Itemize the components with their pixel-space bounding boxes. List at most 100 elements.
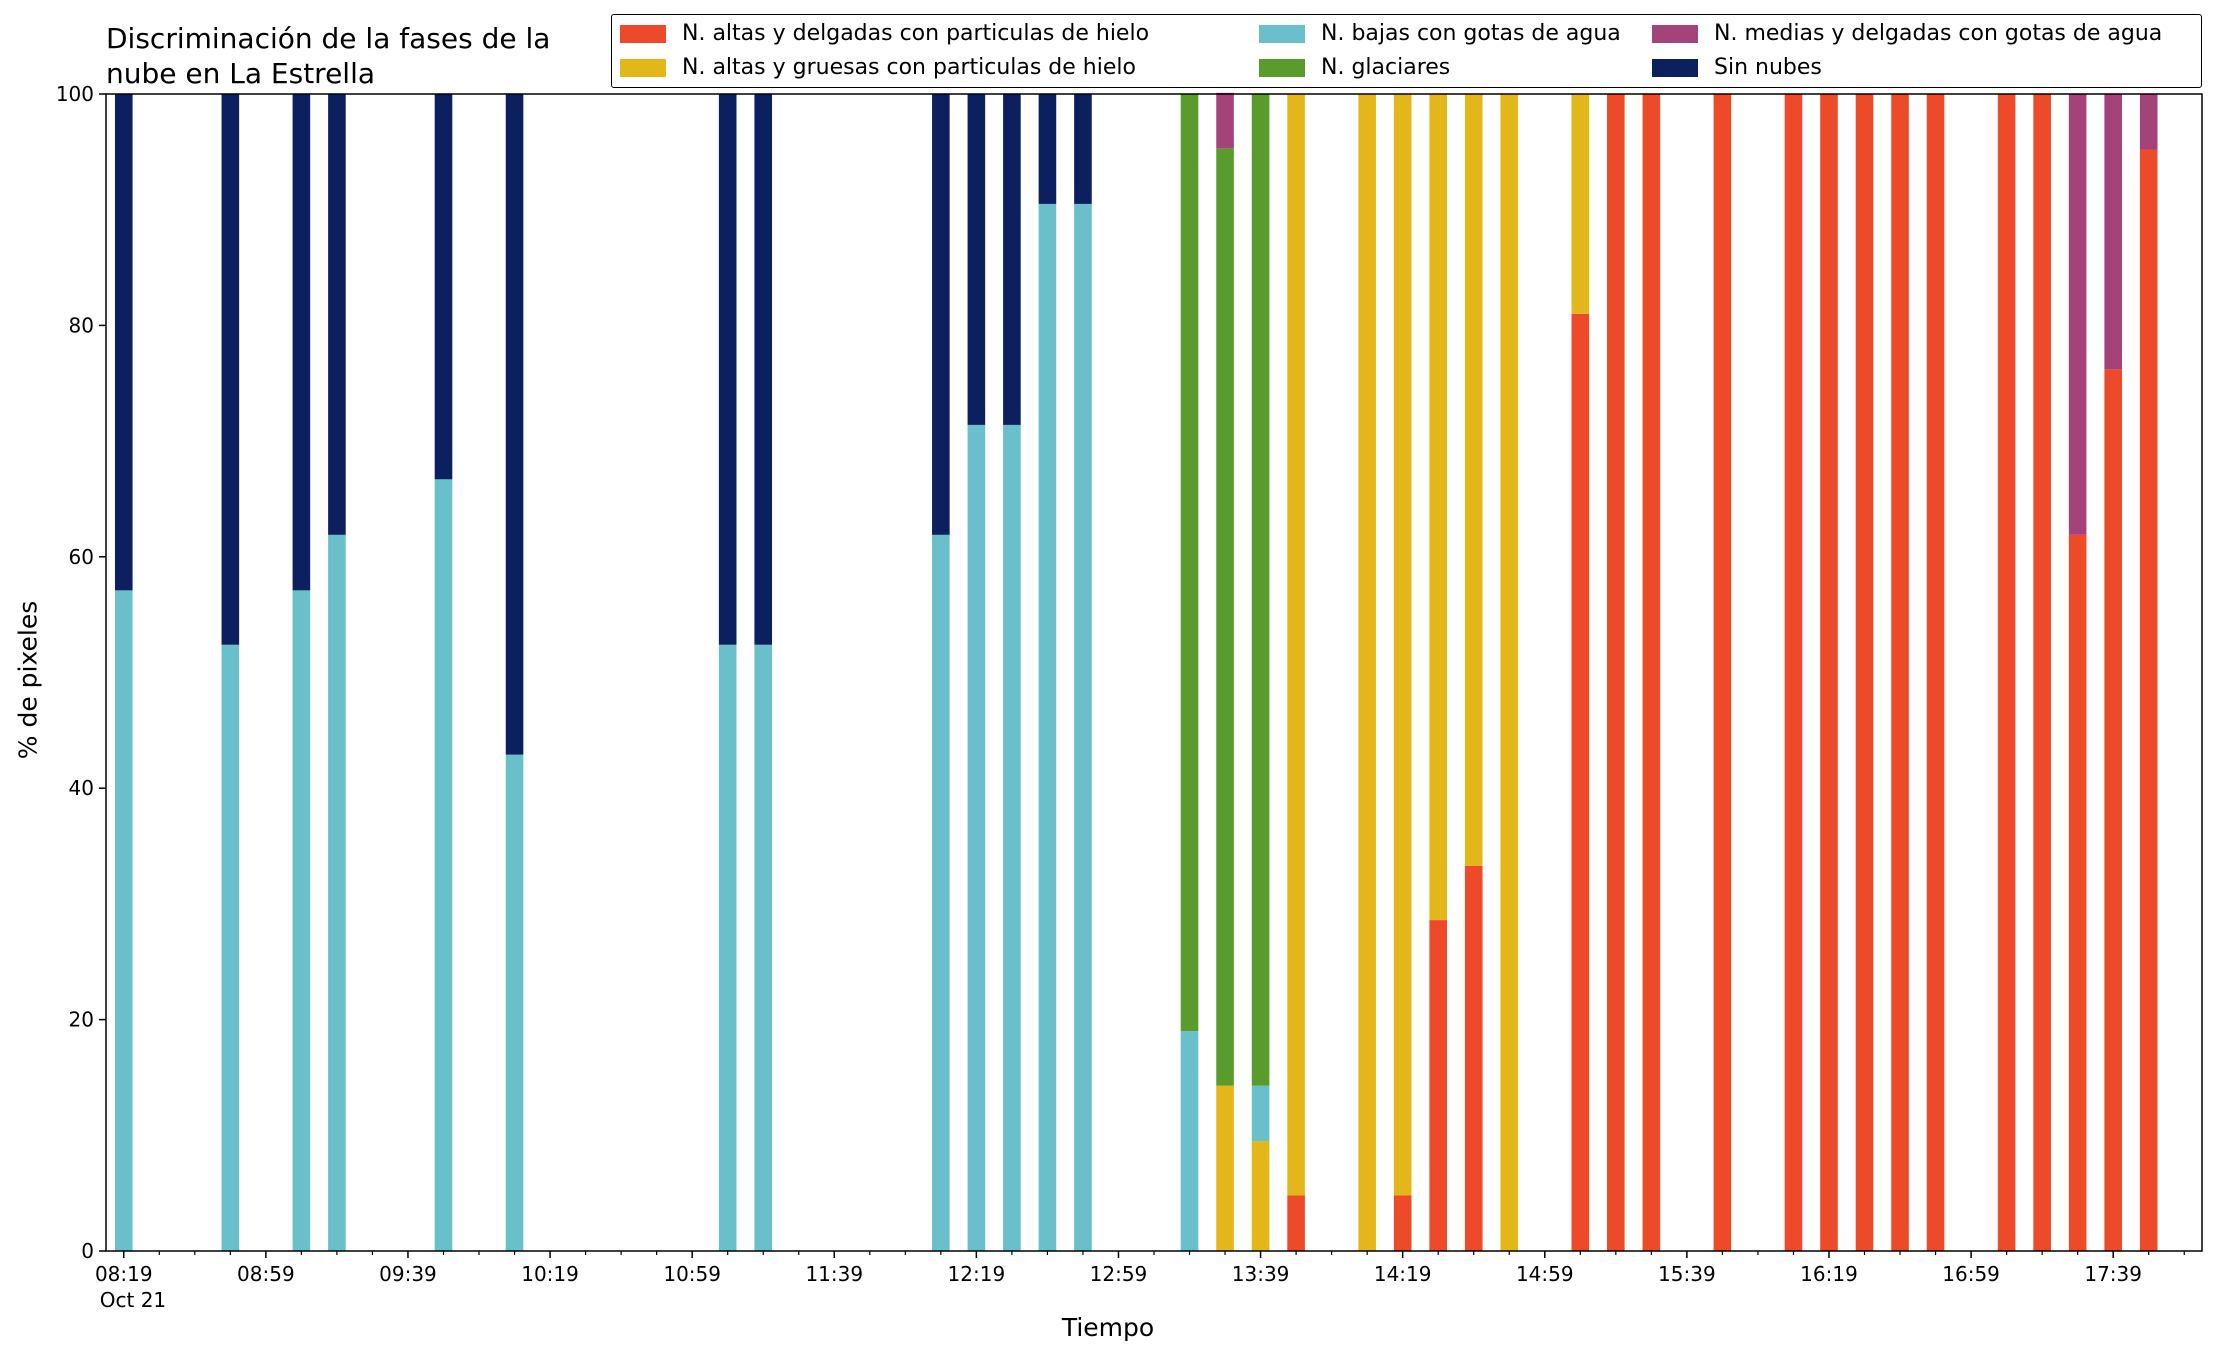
x-tick-label: 12:19 xyxy=(948,1262,1006,1286)
bar-segment-1319-n-bajas-con-gotas-de-agua xyxy=(1180,1031,1199,1251)
legend-label: N. medias y delgadas con gotas de agua xyxy=(1714,21,2163,46)
x-tick-label: 14:19 xyxy=(1374,1262,1432,1286)
legend-swatch xyxy=(1652,58,1698,77)
legend-item-bajas-gotas: N. bajas con gotas de agua xyxy=(1259,21,1621,46)
legend-item-sin-nubes: Sin nubes xyxy=(1652,55,1822,80)
bar-segment-1719-n-altas-y-delgadas-con-particulas-de-hielo xyxy=(2033,94,2051,1251)
x-axis-label: Tiempo xyxy=(1061,1313,1155,1342)
bar-segment-1339-n-glaciares xyxy=(1251,94,1270,1086)
bar-segment-1739-n-medias-y-delgadas-con-gotas-de-agua xyxy=(2104,94,2122,370)
bar-segment-0919-n-bajas-con-gotas-de-agua xyxy=(328,534,346,1251)
legend-item-altas-delgadas: N. altas y delgadas con particulas de hi… xyxy=(620,21,1149,46)
bar-segment-0909-sin-nubes xyxy=(292,94,311,591)
bar-segment-1419-n-altas-y-gruesas-con-particulas-de-hielo xyxy=(1393,94,1412,1196)
chart-legend: N. altas y delgadas con particulas de hi… xyxy=(611,14,2202,88)
bar-segment-1419-n-altas-y-delgadas-con-particulas-de-hielo xyxy=(1393,1195,1412,1251)
legend-item-glaciares: N. glaciares xyxy=(1259,55,1450,80)
x-tick-label: 16:19 xyxy=(1800,1262,1858,1286)
plot-frame xyxy=(105,93,2203,1252)
x-tick-label: 08:19 xyxy=(95,1262,153,1286)
bar-segment-1749-n-medias-y-delgadas-con-gotas-de-agua xyxy=(2139,94,2158,150)
bar-segment-1349-n-altas-y-delgadas-con-particulas-de-hielo xyxy=(1287,1195,1305,1251)
bar-segment-1329-n-medias-y-delgadas-con-gotas-de-agua xyxy=(1216,92,1234,149)
bar-segment-1219-sin-nubes xyxy=(967,94,986,425)
bar-segment-0949-sin-nubes xyxy=(434,94,453,480)
bar-segment-1509-n-altas-y-delgadas-con-particulas-de-hielo xyxy=(1571,313,1590,1252)
legend-swatch xyxy=(620,24,666,43)
x-tick-label: 14:59 xyxy=(1516,1262,1574,1286)
x-tick-label: 08:59 xyxy=(237,1262,295,1286)
bar-segment-1009-sin-nubes xyxy=(505,94,524,755)
legend-swatch xyxy=(620,58,666,77)
bar-segment-1409-n-altas-y-gruesas-con-particulas-de-hielo xyxy=(1358,94,1376,1251)
chart-title-line-2: nube en La Estrella xyxy=(106,57,376,90)
bar-segment-1329-n-altas-y-gruesas-con-particulas-de-hielo xyxy=(1216,1085,1234,1251)
x-tick-label: 12:59 xyxy=(1090,1262,1148,1286)
bar-segment-1449-n-altas-y-gruesas-con-particulas-de-hielo xyxy=(1500,94,1519,1251)
legend-label: N. glaciares xyxy=(1321,55,1451,80)
bar-segment-1209-n-bajas-con-gotas-de-agua xyxy=(932,534,950,1251)
bar-segment-1439-n-altas-y-gruesas-con-particulas-de-hielo xyxy=(1464,94,1483,866)
y-tick-label: 0 xyxy=(81,1239,94,1263)
bar-segment-1339-n-bajas-con-gotas-de-agua xyxy=(1251,1085,1270,1142)
x-tick-label: 10:19 xyxy=(521,1262,579,1286)
bar-segment-1439-n-altas-y-delgadas-con-particulas-de-hielo xyxy=(1464,865,1483,1251)
x-tick-label: 16:59 xyxy=(1942,1262,2000,1286)
bar-segment-1549-n-altas-y-delgadas-con-particulas-de-hielo xyxy=(1713,94,1732,1251)
bar-segment-1629-n-altas-y-delgadas-con-particulas-de-hielo xyxy=(1855,94,1874,1251)
bar-segment-1119-n-bajas-con-gotas-de-agua xyxy=(754,644,773,1251)
bar-segment-1249-n-bajas-con-gotas-de-agua xyxy=(1074,203,1092,1251)
y-tick-label: 80 xyxy=(69,313,94,337)
legend-item-medias-delgadas: N. medias y delgadas con gotas de agua xyxy=(1652,21,2162,46)
x-tick-date-label: Oct 21 xyxy=(100,1288,166,1312)
bar-segment-1219-n-bajas-con-gotas-de-agua xyxy=(967,424,986,1252)
bar-segment-1349-n-altas-y-gruesas-con-particulas-de-hielo xyxy=(1287,94,1305,1196)
bar-segment-1209-sin-nubes xyxy=(932,94,950,535)
legend-swatch xyxy=(1259,58,1305,77)
bar-segment-0909-n-bajas-con-gotas-de-agua xyxy=(292,590,311,1251)
legend-label: N. bajas con gotas de agua xyxy=(1321,21,1621,46)
bar-segment-1319-n-glaciares xyxy=(1180,94,1199,1032)
bar-segment-1109-n-bajas-con-gotas-de-agua xyxy=(718,644,737,1251)
bar-segment-1109-sin-nubes xyxy=(718,94,737,645)
bar-segment-1239-sin-nubes xyxy=(1038,94,1057,204)
bar-segment-1249-sin-nubes xyxy=(1074,94,1092,204)
legend-label: N. altas y gruesas con particulas de hie… xyxy=(682,55,1136,80)
bar-segment-1519-n-altas-y-delgadas-con-particulas-de-hielo xyxy=(1607,94,1625,1251)
bar-segment-0819-n-bajas-con-gotas-de-agua xyxy=(114,590,133,1251)
bar-segment-0919-sin-nubes xyxy=(328,94,346,535)
legend-swatch xyxy=(1652,24,1698,43)
bar-segment-1749-n-altas-y-delgadas-con-particulas-de-hielo xyxy=(2139,149,2158,1251)
bar-segment-1729-n-medias-y-delgadas-con-gotas-de-agua xyxy=(2068,94,2087,535)
bar-segment-1739-n-altas-y-delgadas-con-particulas-de-hielo xyxy=(2104,369,2122,1252)
x-tick-label: 09:39 xyxy=(379,1262,437,1286)
y-tick-label: 20 xyxy=(69,1008,94,1032)
bar-segment-1239-n-bajas-con-gotas-de-agua xyxy=(1038,203,1057,1251)
bar-segment-0949-n-bajas-con-gotas-de-agua xyxy=(434,479,453,1251)
bar-segment-1429-n-altas-y-gruesas-con-particulas-de-hielo xyxy=(1429,94,1448,921)
legend-item-altas-gruesas: N. altas y gruesas con particulas de hie… xyxy=(620,55,1136,80)
bar-segment-1339-n-altas-y-gruesas-con-particulas-de-hielo xyxy=(1251,1141,1270,1251)
bar-segment-1529-n-altas-y-delgadas-con-particulas-de-hielo xyxy=(1642,94,1661,1251)
bar-segment-1009-n-bajas-con-gotas-de-agua xyxy=(505,754,524,1251)
bar-segment-0849-sin-nubes xyxy=(221,94,240,645)
bar-segment-1709-n-altas-y-delgadas-con-particulas-de-hielo xyxy=(1997,94,2016,1251)
y-tick-label: 60 xyxy=(69,545,94,569)
bar-segment-1429-n-altas-y-delgadas-con-particulas-de-hielo xyxy=(1429,920,1448,1251)
bar-segment-1229-n-bajas-con-gotas-de-agua xyxy=(1003,424,1021,1252)
x-tick-label: 15:39 xyxy=(1658,1262,1716,1286)
y-tick-label: 40 xyxy=(69,776,94,800)
bar-segment-1329-n-glaciares xyxy=(1216,148,1234,1086)
bar-segment-1229-sin-nubes xyxy=(1003,94,1021,425)
y-tick-label: 100 xyxy=(56,82,94,106)
bar-segment-0849-n-bajas-con-gotas-de-agua xyxy=(221,644,240,1251)
y-axis-label: % de pixeles xyxy=(13,600,43,760)
x-tick-label: 10:59 xyxy=(663,1262,721,1286)
bar-segment-1619-n-altas-y-delgadas-con-particulas-de-hielo xyxy=(1820,94,1838,1251)
x-tick-label: 11:39 xyxy=(805,1262,863,1286)
legend-label: Sin nubes xyxy=(1714,55,1822,80)
legend-swatch xyxy=(1259,24,1305,43)
bar-segment-1639-n-altas-y-delgadas-con-particulas-de-hielo xyxy=(1891,94,1909,1251)
bar-segment-1509-n-altas-y-gruesas-con-particulas-de-hielo xyxy=(1571,94,1590,314)
bar-segment-1609-n-altas-y-delgadas-con-particulas-de-hielo xyxy=(1784,94,1803,1251)
